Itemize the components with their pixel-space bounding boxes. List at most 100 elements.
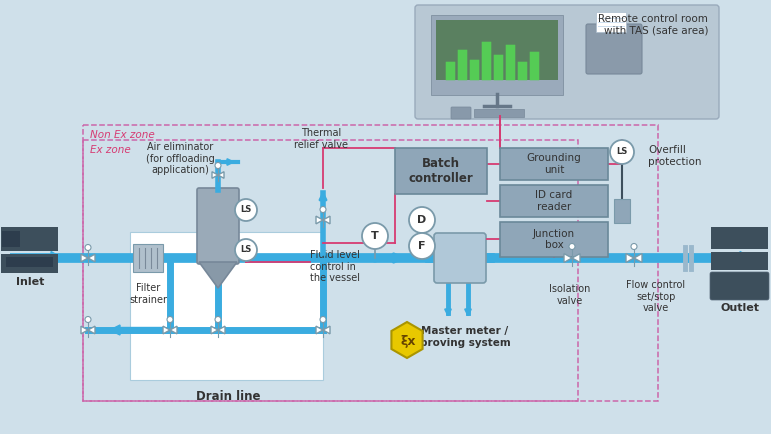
FancyArrow shape: [10, 251, 62, 264]
FancyBboxPatch shape: [711, 252, 768, 270]
Circle shape: [214, 253, 223, 263]
FancyBboxPatch shape: [596, 12, 626, 32]
FancyArrow shape: [695, 251, 751, 264]
Text: LS: LS: [241, 206, 251, 214]
FancyBboxPatch shape: [436, 20, 558, 80]
Polygon shape: [218, 172, 224, 178]
Circle shape: [83, 253, 93, 263]
Circle shape: [235, 239, 257, 261]
Polygon shape: [163, 326, 170, 334]
FancyBboxPatch shape: [2, 231, 20, 247]
Circle shape: [684, 253, 692, 263]
Polygon shape: [212, 172, 218, 178]
FancyBboxPatch shape: [506, 45, 515, 80]
Text: Overfill
protection: Overfill protection: [648, 145, 702, 167]
Text: Isolation
valve: Isolation valve: [549, 284, 591, 306]
Circle shape: [215, 162, 221, 168]
Text: Thermal
relief valve: Thermal relief valve: [294, 128, 348, 150]
FancyBboxPatch shape: [470, 60, 480, 80]
Circle shape: [371, 253, 379, 263]
Circle shape: [85, 316, 91, 322]
Text: Fluid level
control in
the vessel: Fluid level control in the vessel: [310, 250, 360, 283]
FancyBboxPatch shape: [415, 5, 719, 119]
Polygon shape: [88, 326, 95, 334]
Circle shape: [215, 316, 221, 322]
FancyBboxPatch shape: [517, 62, 527, 80]
Text: Non Ex zone: Non Ex zone: [90, 130, 155, 140]
Circle shape: [567, 253, 577, 263]
Text: ID card
reader: ID card reader: [535, 190, 573, 212]
Polygon shape: [572, 253, 580, 263]
FancyBboxPatch shape: [530, 52, 539, 80]
Text: F: F: [418, 241, 426, 251]
Circle shape: [426, 253, 435, 263]
Polygon shape: [211, 326, 218, 334]
FancyBboxPatch shape: [434, 233, 486, 283]
Circle shape: [320, 207, 326, 213]
Polygon shape: [634, 253, 642, 263]
Circle shape: [143, 253, 153, 263]
Polygon shape: [323, 216, 330, 224]
FancyBboxPatch shape: [500, 148, 608, 180]
FancyBboxPatch shape: [6, 257, 53, 267]
FancyBboxPatch shape: [446, 62, 456, 80]
Text: Outlet: Outlet: [721, 303, 759, 313]
Text: Filter
strainer: Filter strainer: [129, 283, 167, 305]
Text: Remote control room
with TAS (safe area): Remote control room with TAS (safe area): [598, 14, 708, 36]
Text: Inlet: Inlet: [16, 277, 44, 287]
Polygon shape: [392, 322, 423, 358]
FancyBboxPatch shape: [614, 199, 630, 223]
FancyBboxPatch shape: [458, 50, 467, 80]
Polygon shape: [218, 326, 225, 334]
FancyBboxPatch shape: [474, 109, 524, 117]
Polygon shape: [81, 254, 88, 262]
FancyBboxPatch shape: [500, 185, 608, 217]
Circle shape: [409, 207, 435, 233]
Circle shape: [569, 243, 575, 250]
Circle shape: [85, 244, 91, 250]
Circle shape: [409, 233, 435, 259]
Text: LS: LS: [241, 246, 251, 254]
Circle shape: [362, 223, 388, 249]
Circle shape: [235, 199, 257, 221]
Text: Batch
controller: Batch controller: [409, 157, 473, 185]
Polygon shape: [626, 253, 634, 263]
Circle shape: [631, 243, 637, 250]
FancyBboxPatch shape: [1, 227, 58, 251]
FancyBboxPatch shape: [451, 107, 471, 119]
FancyBboxPatch shape: [130, 232, 323, 380]
Polygon shape: [323, 326, 330, 334]
Polygon shape: [316, 326, 323, 334]
Text: T: T: [371, 231, 379, 241]
Text: ξx: ξx: [400, 335, 416, 348]
Polygon shape: [316, 216, 323, 224]
Polygon shape: [81, 326, 88, 334]
Circle shape: [629, 253, 638, 263]
Circle shape: [318, 253, 328, 263]
FancyBboxPatch shape: [197, 188, 239, 264]
FancyBboxPatch shape: [493, 55, 503, 80]
Text: Grounding
unit: Grounding unit: [527, 153, 581, 175]
FancyBboxPatch shape: [431, 15, 563, 95]
Text: Drain line: Drain line: [196, 390, 261, 403]
Polygon shape: [199, 262, 237, 288]
Text: Ex zone: Ex zone: [90, 145, 131, 155]
FancyBboxPatch shape: [710, 272, 769, 300]
Text: Master meter /
proving system: Master meter / proving system: [419, 326, 510, 348]
Text: LS: LS: [616, 148, 628, 157]
FancyBboxPatch shape: [586, 24, 642, 74]
FancyBboxPatch shape: [133, 244, 163, 272]
Text: Junction
box: Junction box: [533, 229, 575, 250]
Circle shape: [320, 316, 326, 322]
Text: Air eliminator
(for offloading
application): Air eliminator (for offloading applicati…: [146, 142, 214, 175]
FancyBboxPatch shape: [1, 254, 58, 273]
Text: D: D: [417, 215, 426, 225]
FancyBboxPatch shape: [482, 42, 491, 80]
FancyBboxPatch shape: [500, 222, 608, 257]
Circle shape: [167, 316, 173, 322]
FancyBboxPatch shape: [395, 148, 487, 194]
FancyArrow shape: [110, 325, 165, 335]
Polygon shape: [170, 326, 177, 334]
Polygon shape: [564, 253, 572, 263]
Text: Flow control
set/stop
valve: Flow control set/stop valve: [626, 280, 685, 313]
